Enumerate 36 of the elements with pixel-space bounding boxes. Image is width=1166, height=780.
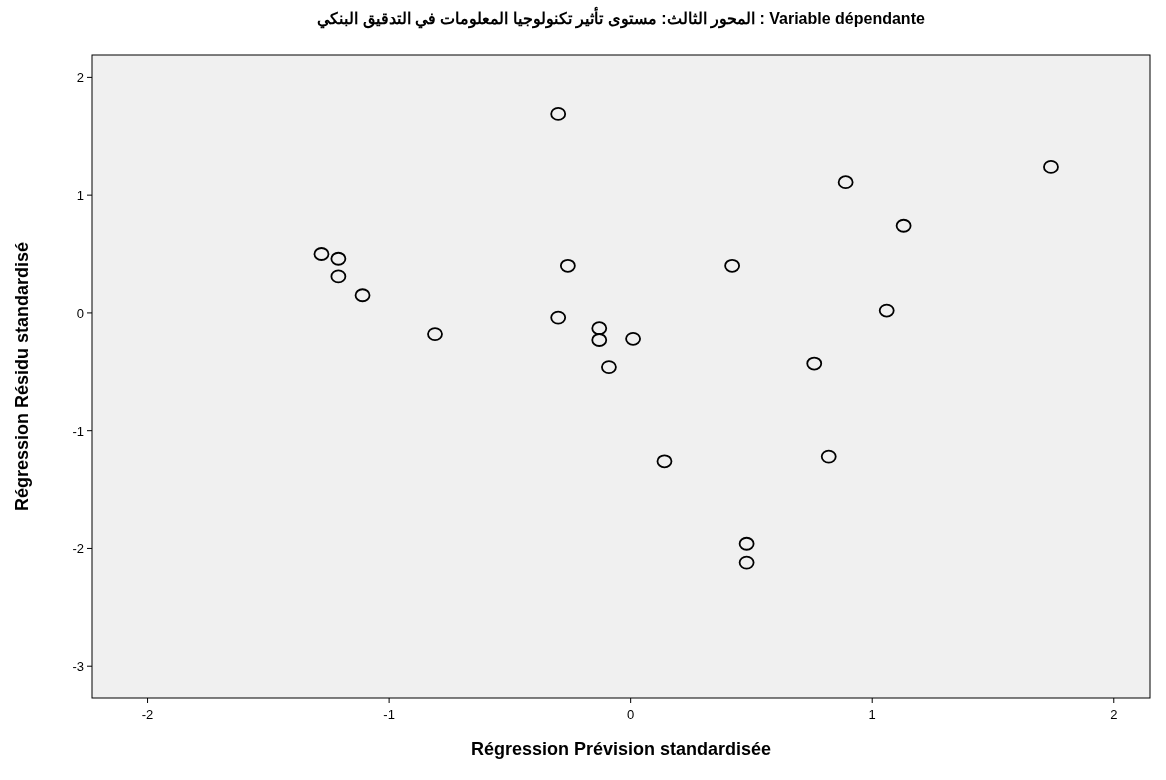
point [330,251,347,266]
x-tick-label: -2 [141,707,154,722]
chart-title: Variable dépendante : المحور الثالث: مستوى تأثير تكنولوجيا المعلومات في التدقيق البنكي [317,6,925,29]
y-tick-label: -3 [72,659,84,675]
x-tick-label: 1 [868,707,876,722]
point [625,331,641,346]
point [656,454,673,469]
point [591,333,608,347]
point [601,360,617,374]
y-tick-label: -2 [72,541,84,557]
point [806,356,823,371]
y-tick-label: 2 [76,70,84,86]
point [330,269,347,284]
y-tick-label: 1 [76,188,84,204]
point [591,321,608,336]
point [427,327,443,341]
point [837,175,854,190]
point [354,288,371,303]
x-tick-label: 0 [627,707,635,722]
point [550,310,567,325]
point [895,218,912,233]
y-axis-title: Régression Résidu standardisé [12,241,32,512]
point [1043,159,1059,174]
y-tick-label: 0 [76,305,84,321]
point [313,247,330,261]
x-axis-title: Régression Prévision standardisée [470,739,772,759]
point [820,449,837,464]
point [724,258,741,273]
y-tick-label: -1 [72,423,84,439]
x-tick-label: -1 [383,707,395,722]
x-tick-label: 2 [1110,707,1118,722]
point [878,303,895,318]
point [738,536,755,551]
point [559,258,576,273]
point [550,106,567,121]
point [738,555,755,570]
